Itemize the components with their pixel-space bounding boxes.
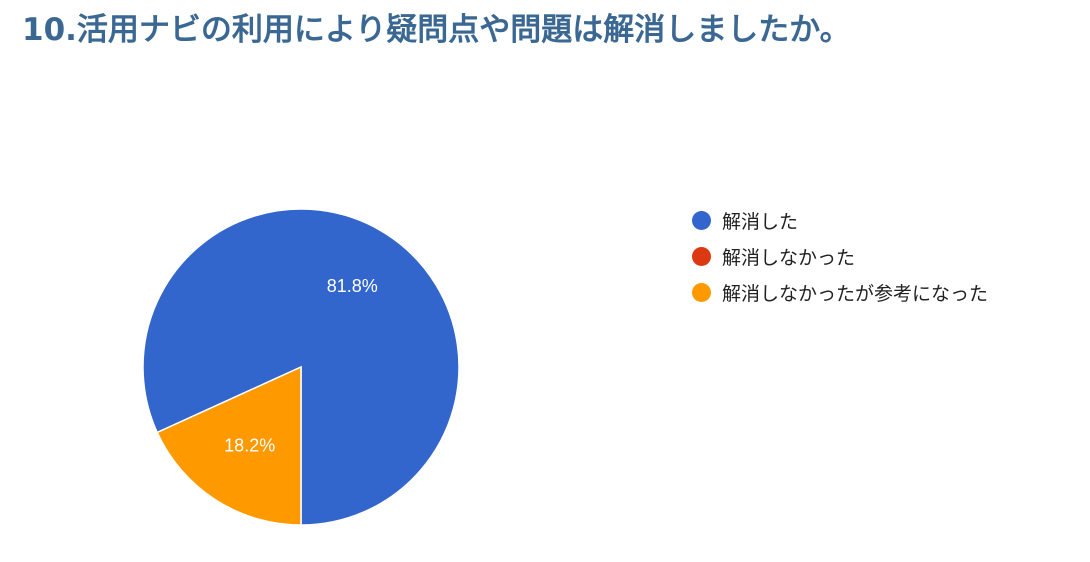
legend-item: 解消しなかったが参考になった [692, 274, 988, 310]
legend-label: 解消した [722, 210, 799, 233]
chart-legend: 解消した解消しなかった解消しなかったが参考になった [692, 202, 988, 310]
legend-item: 解消しなかった [692, 238, 988, 274]
slice-data-label: 81.8% [327, 276, 378, 296]
chart-title: 10.活用ナビの利用により疑問点や問題は解消しましたか。 [22, 12, 851, 48]
legend-swatch [692, 282, 711, 302]
legend-label: 解消しなかったが参考になった [722, 282, 989, 305]
slice-data-label: 18.2% [224, 435, 275, 455]
legend-label: 解消しなかった [722, 246, 856, 269]
legend-item: 解消した [692, 202, 988, 238]
legend-swatch [692, 210, 711, 230]
legend-swatch [692, 246, 711, 266]
pie-slice [156, 365, 302, 526]
